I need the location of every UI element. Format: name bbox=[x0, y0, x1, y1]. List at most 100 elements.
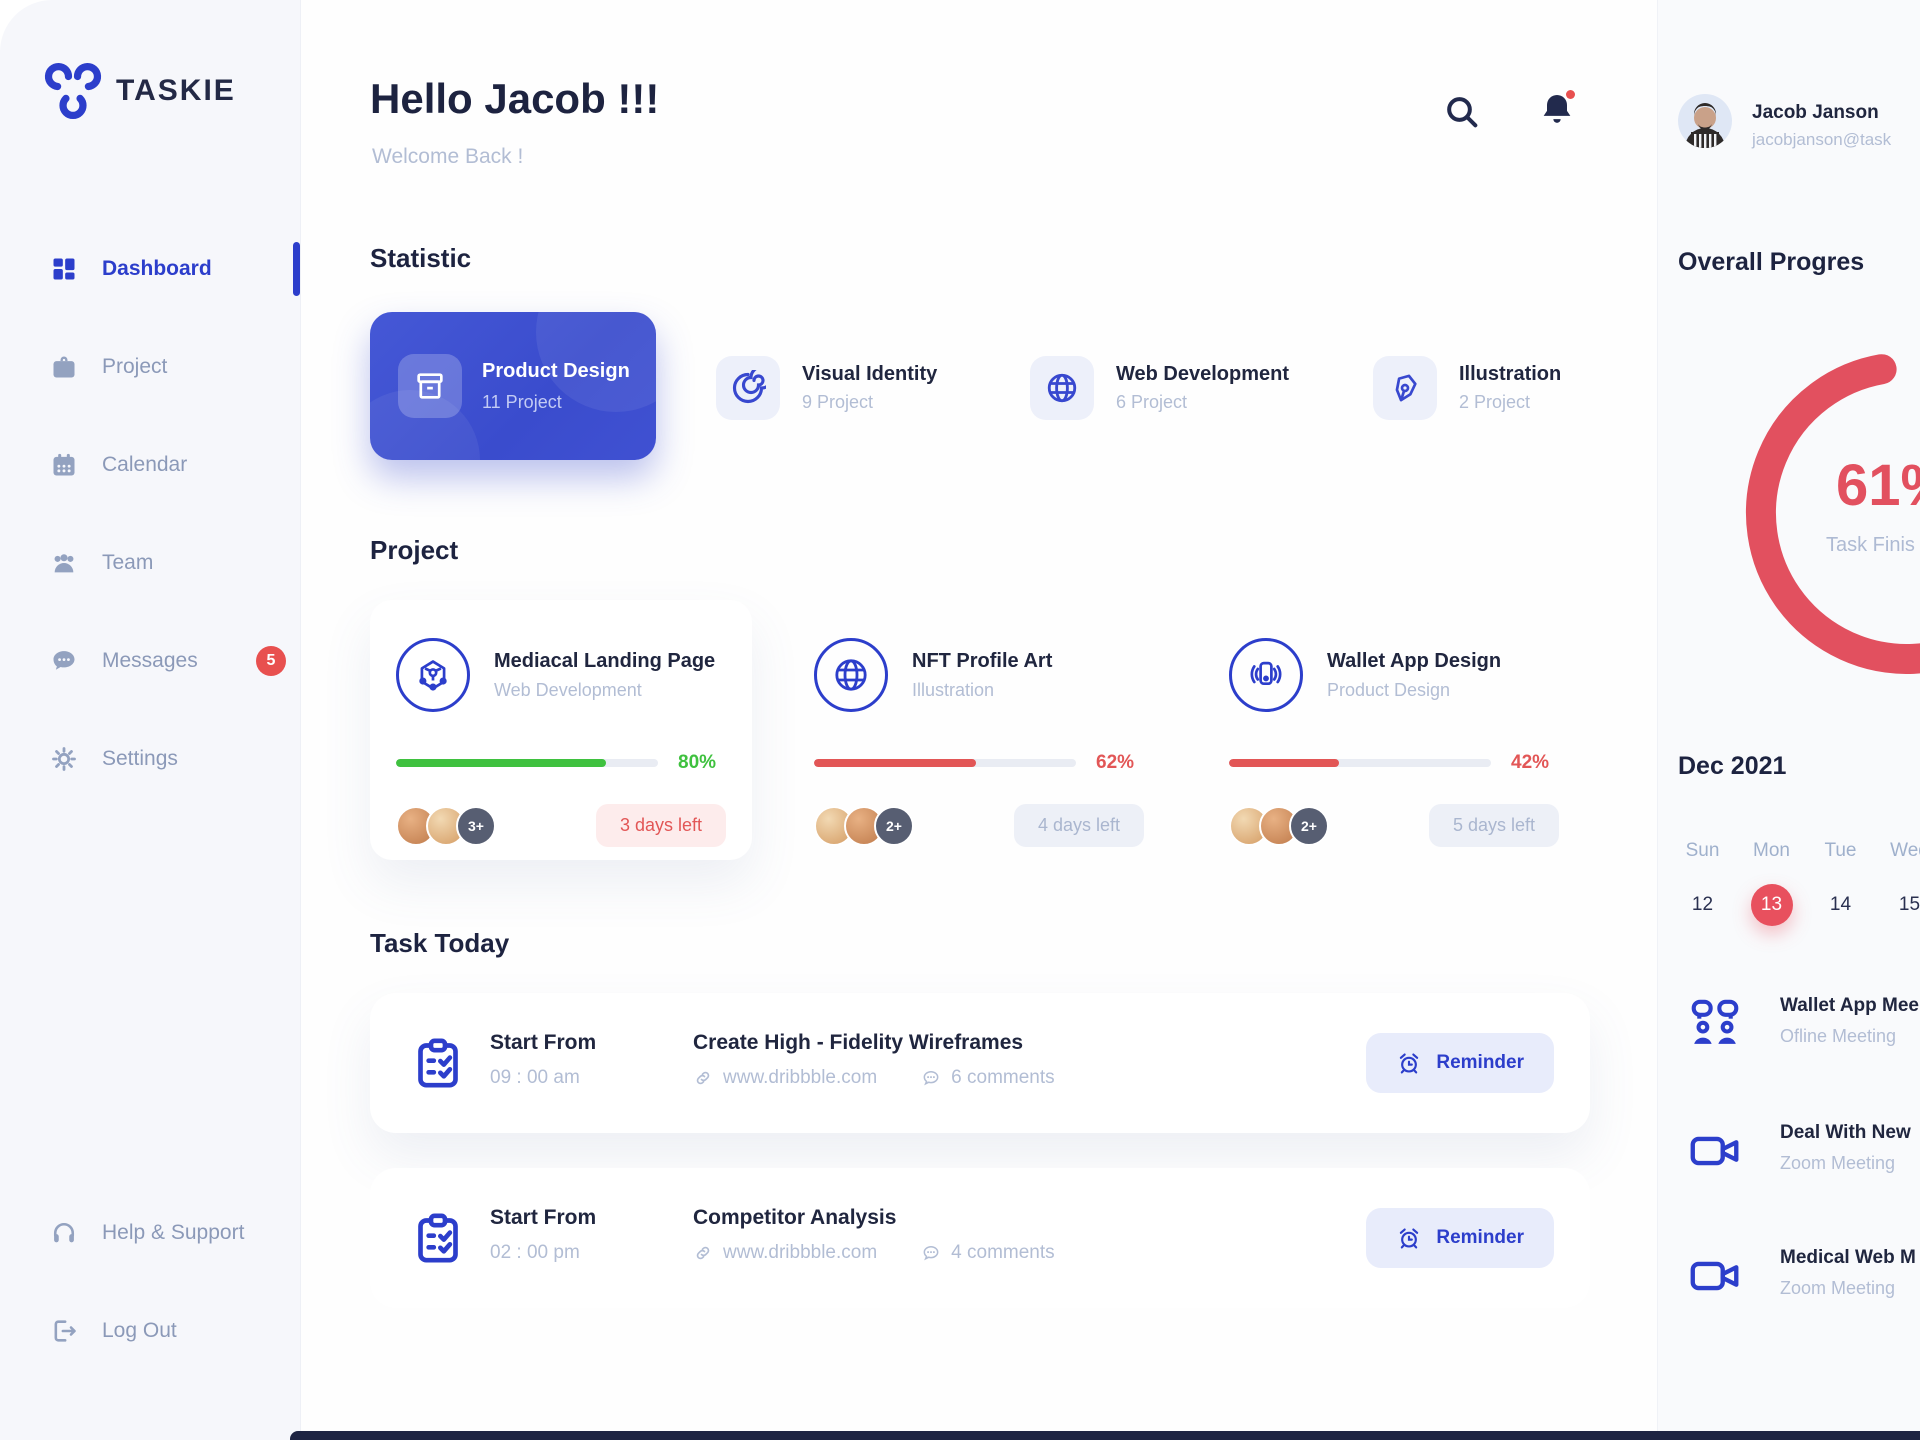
stat-item-title: Web Development bbox=[1116, 363, 1289, 385]
project-heading: Project bbox=[370, 535, 459, 565]
overall-progress-caption: Task Finis bbox=[1826, 534, 1915, 556]
task-today-heading: Task Today bbox=[370, 928, 510, 958]
meeting-item[interactable]: Medical Web M Zoom Meeting bbox=[1686, 1247, 1916, 1305]
logout-icon bbox=[50, 1317, 78, 1345]
task-link[interactable]: www.dribbble.com bbox=[693, 1067, 877, 1089]
avatar-group: 2+ bbox=[814, 805, 914, 846]
days-left-badge: 4 days left bbox=[1013, 804, 1144, 847]
sidebar-item-help-support[interactable]: Help & Support bbox=[0, 1204, 300, 1262]
phone-vibrate-icon bbox=[1229, 638, 1303, 712]
task-row[interactable]: Start From 02 : 00 pm Competitor Analysi… bbox=[370, 1168, 1590, 1308]
meeting-item[interactable]: Wallet App Mee Ofline Meeting bbox=[1686, 995, 1919, 1053]
progress-row: 42% bbox=[1229, 752, 1559, 774]
sidebar-footer-menu: Help & Support Log Out bbox=[0, 1204, 300, 1360]
task-comments-text: 4 comments bbox=[951, 1242, 1055, 1263]
meeting-item[interactable]: Deal With New Zoom Meeting bbox=[1686, 1122, 1911, 1180]
task-time: 02 : 00 pm bbox=[490, 1242, 580, 1263]
calendar-date[interactable]: 12 bbox=[1691, 894, 1714, 915]
task-row[interactable]: Start From 09 : 00 am Create High - Fide… bbox=[370, 993, 1590, 1133]
sidebar-item-label: Team bbox=[102, 551, 154, 574]
task-start-label: Start From bbox=[490, 1206, 597, 1229]
globe-icon bbox=[1030, 356, 1094, 420]
brand-logo[interactable]: TASKIE bbox=[44, 62, 236, 120]
project-title: Mediacal Landing Page bbox=[494, 649, 716, 672]
meeting-title: Wallet App Mee bbox=[1780, 995, 1919, 1016]
stat-item-title: Visual Identity bbox=[802, 363, 938, 385]
progress-track bbox=[396, 759, 658, 767]
team-icon bbox=[50, 549, 78, 577]
progress-fill bbox=[1229, 759, 1340, 767]
sidebar-item-label: Dashboard bbox=[102, 257, 212, 280]
sidebar-item-messages[interactable]: Messages 5 bbox=[0, 632, 300, 690]
calendar-date[interactable]: 15 bbox=[1898, 894, 1920, 915]
project-card[interactable]: NFT Profile Art Illustration 62% 2+ 4 da… bbox=[788, 600, 1170, 860]
task-comments[interactable]: 4 comments bbox=[921, 1242, 1055, 1264]
reminder-button[interactable]: Reminder bbox=[1366, 1208, 1554, 1268]
sidebar-item-settings[interactable]: Settings bbox=[0, 730, 300, 788]
task-comments-text: 6 comments bbox=[951, 1067, 1055, 1088]
stat-card-count: 11 Project bbox=[482, 392, 562, 412]
progress-row: 80% bbox=[396, 752, 726, 774]
stat-item-count: 6 Project bbox=[1116, 392, 1188, 412]
progress-percent: 42% bbox=[1511, 752, 1550, 773]
task-start-label: Start From bbox=[490, 1031, 597, 1054]
days-left-badge: 3 days left bbox=[595, 804, 726, 847]
calendar-date-selected[interactable]: 13 bbox=[1750, 884, 1793, 926]
task-link[interactable]: www.dribbble.com bbox=[693, 1242, 877, 1264]
stat-item-visual-identity[interactable]: Visual Identity 9 Project bbox=[716, 356, 937, 420]
progress-ring bbox=[1731, 337, 1920, 689]
sidebar-item-label: Project bbox=[102, 355, 168, 378]
notification-dot bbox=[1566, 90, 1575, 99]
link-icon bbox=[693, 1243, 713, 1263]
task-comments[interactable]: 6 comments bbox=[921, 1067, 1055, 1089]
comment-icon bbox=[921, 1068, 941, 1088]
calendar-day-header: Wed bbox=[1890, 840, 1920, 861]
video-camera-icon bbox=[1686, 1247, 1744, 1305]
progress-fill bbox=[814, 759, 977, 767]
meeting-type: Zoom Meeting bbox=[1780, 1153, 1896, 1173]
reminder-button[interactable]: Reminder bbox=[1366, 1033, 1554, 1093]
stat-item-web-development[interactable]: Web Development 6 Project bbox=[1030, 356, 1289, 420]
avatar bbox=[426, 805, 466, 846]
avatar-group: 2+ bbox=[1229, 805, 1329, 846]
sidebar-item-calendar[interactable]: Calendar bbox=[0, 436, 300, 494]
calendar-date[interactable]: 14 bbox=[1829, 894, 1852, 915]
sidebar-item-label: Help & Support bbox=[102, 1221, 245, 1244]
sidebar-item-logout[interactable]: Log Out bbox=[0, 1302, 300, 1360]
chat-icon bbox=[50, 647, 78, 675]
search-icon[interactable] bbox=[1442, 92, 1482, 132]
overall-progress-heading: Overall Progres bbox=[1678, 248, 1865, 276]
calendar-icon bbox=[50, 451, 78, 479]
project-category: Illustration bbox=[912, 679, 995, 700]
meeting-title: Deal With New bbox=[1780, 1122, 1911, 1143]
meeting-type: Zoom Meeting bbox=[1780, 1278, 1896, 1298]
project-title: Wallet App Design bbox=[1327, 649, 1502, 672]
welcome-subtitle: Welcome Back ! bbox=[372, 145, 524, 168]
sidebar-item-project[interactable]: Project bbox=[0, 338, 300, 396]
briefcase-icon bbox=[50, 353, 78, 381]
stat-item-illustration[interactable]: Illustration 2 Project bbox=[1373, 356, 1561, 420]
avatar[interactable] bbox=[1678, 94, 1732, 148]
progress-percent: 80% bbox=[678, 752, 717, 773]
avatar-overflow: 2+ bbox=[874, 805, 914, 846]
task-name: Competitor Analysis bbox=[693, 1206, 897, 1229]
stat-card-product-design[interactable]: Product Design 11 Project bbox=[370, 312, 656, 460]
project-category: Web Development bbox=[494, 679, 642, 700]
bell-icon[interactable] bbox=[1537, 90, 1577, 130]
spiral-icon bbox=[716, 356, 780, 420]
people-meeting-icon bbox=[1686, 995, 1744, 1053]
stat-card-title: Product Design bbox=[482, 360, 630, 382]
globe-icon bbox=[814, 638, 888, 712]
link-icon bbox=[693, 1068, 713, 1088]
project-card[interactable]: Mediacal Landing Page Web Development 80… bbox=[370, 600, 752, 860]
profile-email: jacobjanson@task bbox=[1752, 130, 1892, 149]
profile-name: Jacob Janson bbox=[1752, 102, 1879, 123]
page-bottom-edge bbox=[290, 1431, 1920, 1440]
sidebar-item-dashboard[interactable]: Dashboard bbox=[0, 240, 300, 298]
avatar-overflow: 2+ bbox=[1289, 805, 1329, 846]
stat-item-title: Illustration bbox=[1459, 363, 1562, 385]
sidebar-item-team[interactable]: Team bbox=[0, 534, 300, 592]
project-card[interactable]: Wallet App Design Product Design 42% 2+ … bbox=[1203, 600, 1585, 860]
active-indicator bbox=[293, 242, 300, 296]
